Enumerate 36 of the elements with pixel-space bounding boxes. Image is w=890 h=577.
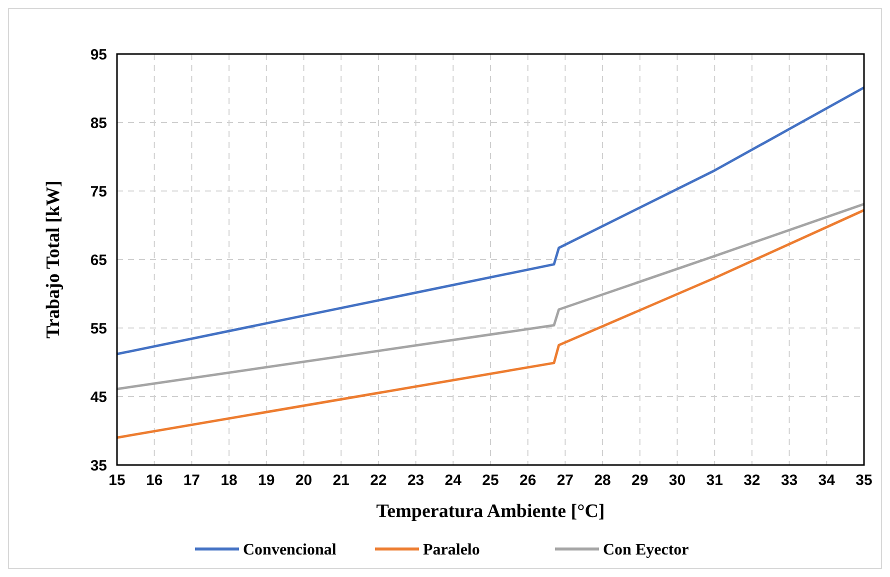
x-tick-label: 19	[258, 472, 275, 489]
legend-label: Con Eyector	[603, 542, 689, 559]
x-tick-label: 33	[780, 472, 798, 489]
y-tick-label: 55	[90, 320, 107, 338]
x-tick-label: 25	[482, 472, 499, 489]
x-tick-label: 34	[818, 472, 836, 489]
x-tick-label: 29	[632, 472, 648, 489]
x-tick-label: 23	[407, 472, 424, 489]
line-series	[116, 202, 866, 390]
x-tick-label: 30	[668, 472, 686, 489]
x-tick-label: 17	[183, 472, 200, 489]
y-tick-label: 45	[90, 388, 107, 406]
y-tick-label: 65	[90, 252, 107, 269]
y-tick-label: 85	[90, 114, 107, 132]
line-series	[116, 86, 866, 356]
x-tick-label: 15	[108, 472, 126, 489]
x-tick-label: 20	[295, 472, 312, 489]
legend-label: Convencional	[243, 542, 337, 559]
x-tick-label: 22	[370, 472, 387, 489]
x-axis-title: Temperatura Ambiente [°C]	[376, 501, 605, 522]
x-tick-label: 32	[744, 472, 760, 489]
line-series	[116, 208, 866, 439]
x-tick-label: 28	[594, 472, 611, 489]
x-tick-label: 18	[220, 472, 238, 489]
x-tick-label: 24	[444, 472, 462, 489]
legend-label: Paralelo	[423, 542, 480, 559]
y-tick-label: 95	[90, 46, 107, 64]
x-tick-label: 27	[556, 472, 574, 489]
y-tick-label: 35	[90, 457, 107, 474]
y-axis-title: Trabajo Total [kW]	[43, 180, 64, 339]
y-tick-label: 75	[90, 183, 107, 200]
x-tick-label: 21	[332, 472, 350, 489]
x-tick-label: 26	[520, 472, 536, 489]
x-tick-label: 16	[146, 472, 163, 489]
x-tick-label: 35	[856, 472, 872, 489]
x-tick-label: 31	[706, 472, 723, 489]
